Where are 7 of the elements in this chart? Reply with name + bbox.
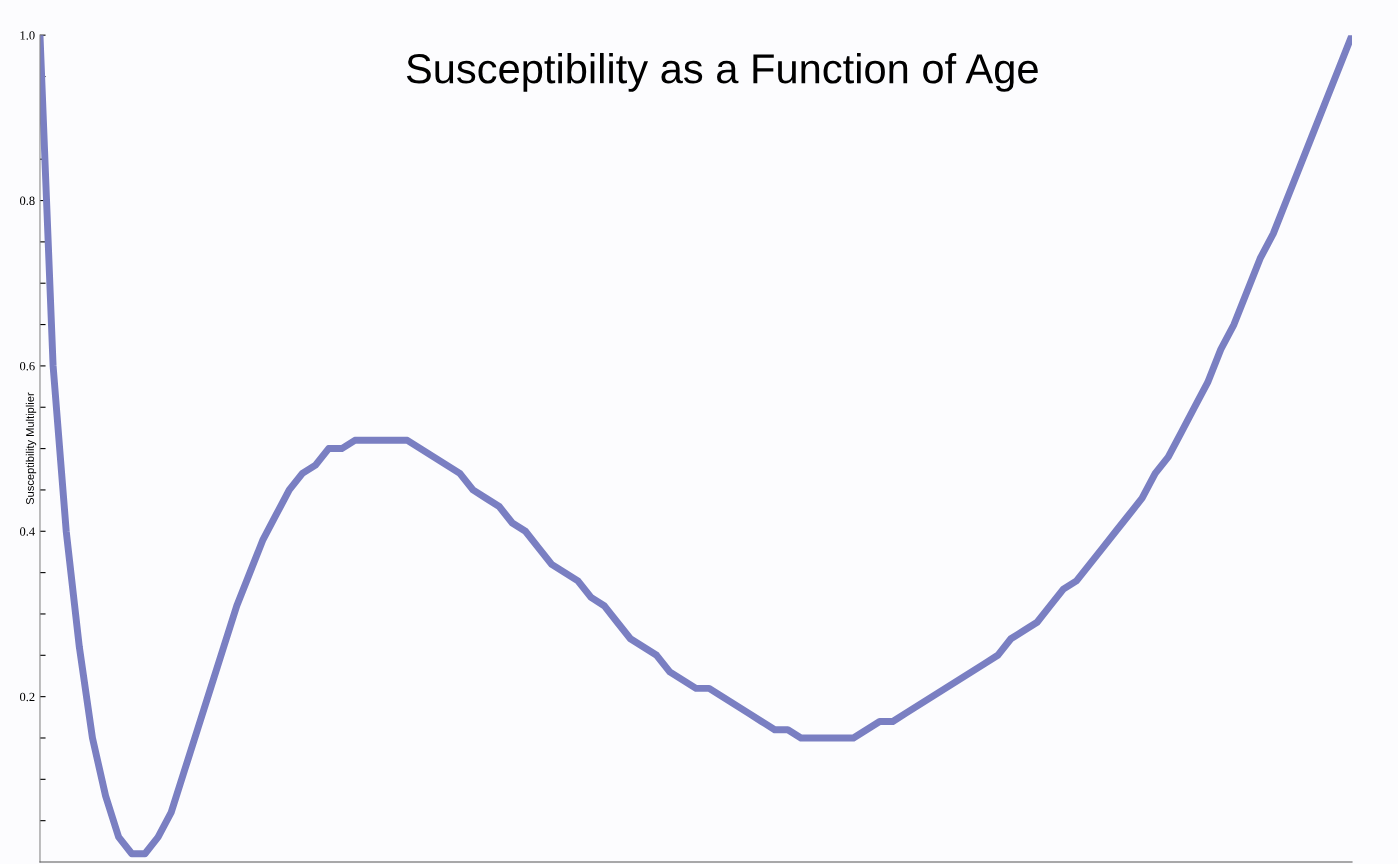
y-tick-label: 0.6 bbox=[19, 361, 35, 371]
chart-title: Susceptibility as a Function of Age bbox=[406, 52, 1038, 92]
y-tick-label: 0.2 bbox=[19, 692, 35, 702]
y-tick-label: 0.8 bbox=[19, 196, 35, 206]
y-axis-title: Susceptibility Multiplier bbox=[25, 392, 37, 505]
y-tick-label: 0.4 bbox=[19, 527, 35, 536]
y-tick-label: 1.0 bbox=[20, 31, 35, 40]
